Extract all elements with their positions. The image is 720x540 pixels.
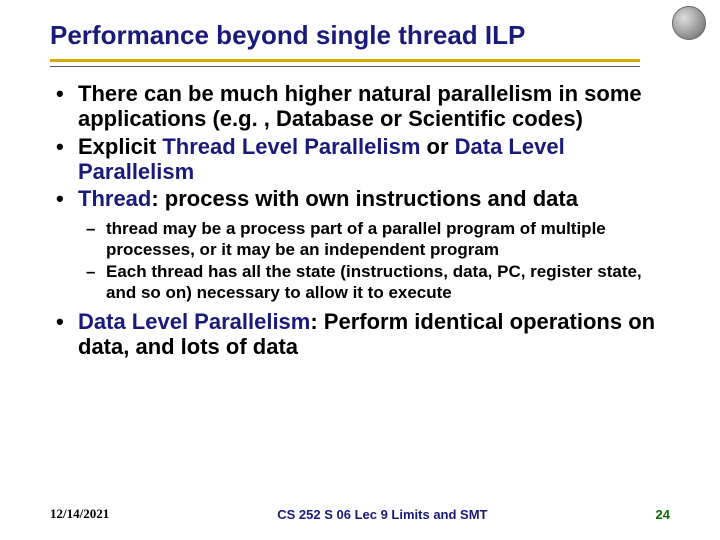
bullet-2-mid: or <box>420 134 454 159</box>
seal-logo-icon <box>672 6 706 40</box>
sub-bullet-1-text: thread may be a process part of a parall… <box>106 219 606 258</box>
bullet-3-hl: Thread <box>78 186 151 211</box>
bullet-1: There can be much higher natural paralle… <box>50 81 670 132</box>
sub-bullet-list: thread may be a process part of a parall… <box>50 219 670 303</box>
sub-bullet-1: thread may be a process part of a parall… <box>50 219 670 260</box>
footer-date: 12/14/2021 <box>50 506 109 522</box>
title-divider <box>50 66 640 67</box>
footer-course: CS 252 S 06 Lec 9 Limits and SMT <box>277 507 487 522</box>
slide-footer: 12/14/2021 CS 252 S 06 Lec 9 Limits and … <box>50 506 670 522</box>
footer-page-number: 24 <box>656 507 670 522</box>
bullet-2-hl1: Thread Level Parallelism <box>162 134 420 159</box>
main-bullet-list: There can be much higher natural paralle… <box>50 81 670 211</box>
bullet-2: Explicit Thread Level Parallelism or Dat… <box>50 134 670 185</box>
main-bullet-list-2: Data Level Parallelism: Perform identica… <box>50 309 670 360</box>
bullet-4: Data Level Parallelism: Perform identica… <box>50 309 670 360</box>
sub-bullet-2: Each thread has all the state (instructi… <box>50 262 670 303</box>
bullet-2-pre: Explicit <box>78 134 162 159</box>
slide-title: Performance beyond single thread ILP <box>50 20 640 62</box>
bullet-1-text: There can be much higher natural paralle… <box>78 81 642 131</box>
slide-container: Performance beyond single thread ILP The… <box>0 0 720 540</box>
bullet-4-hl: Data Level Parallelism <box>78 309 310 334</box>
sub-bullet-2-text: Each thread has all the state (instructi… <box>106 262 642 301</box>
bullet-3-rest: : process with own instructions and data <box>151 186 578 211</box>
bullet-3: Thread: process with own instructions an… <box>50 186 670 211</box>
